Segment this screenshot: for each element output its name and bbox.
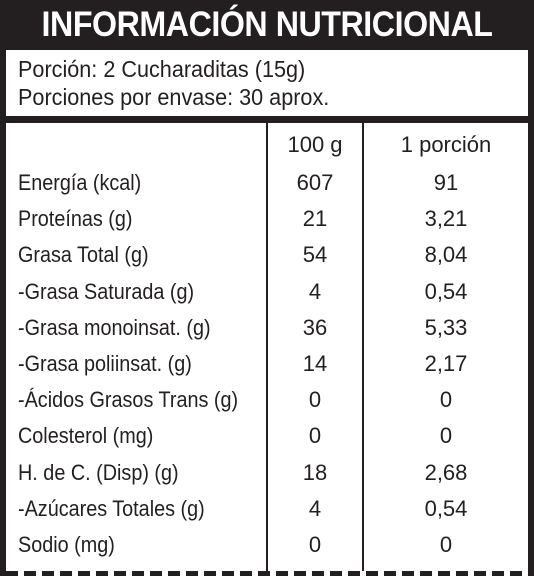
value-per-portion: 0 [439,532,453,557]
table-row: -Azúcares Totales (g) 4 0,54 [6,491,528,527]
column-divider [266,123,268,571]
label-title: INFORMACIÓN NUTRICIONAL [41,5,493,44]
value-per-100g: 21 [302,206,328,232]
value-per-100g: 4 [308,278,322,304]
nutrient-name: -Grasa Saturada (g) [18,278,195,304]
table-row: -Grasa monoinsat. (g) 36 5,33 [6,310,528,346]
value-per-100g: 0 [308,387,322,413]
value-per-100g: 4 [308,495,322,521]
value-per-100g: 0 [308,532,322,557]
serving-info: Porción: 2 Cucharaditas (15g) Porciones … [6,50,528,116]
table-row: Grasa Total (g) 54 8,04 [6,237,528,273]
nutrient-name: H. de C. (Disp) (g) [18,459,179,485]
value-per-portion: 3,21 [424,206,468,232]
table-row: -Grasa poliinsat. (g) 14 2,17 [6,346,528,382]
table-row: Energía (kcal) 607 91 [6,165,528,201]
value-per-100g: 54 [302,242,328,268]
header-per-portion: 1 porción [400,132,492,157]
table-row: H. de C. (Disp) (g) 18 2,68 [6,455,528,491]
value-per-100g: 36 [302,314,328,340]
serving-size: Porción: 2 Cucharaditas (15g) [18,56,306,82]
value-per-portion: 0 [439,387,453,413]
value-per-portion: 91 [433,170,459,195]
value-per-portion: 2,68 [424,459,468,485]
table-row: -Grasa Saturada (g) 4 0,54 [6,274,528,310]
nutrition-table: 100 g 1 porción Energía (kcal) 607 91 Prote… [6,123,528,571]
value-per-portion: 0,54 [424,278,468,304]
table-row: -Ácidos Grasos Trans (g) 0 0 [6,382,528,418]
table-row: Sodio (mg) 0 0 [6,527,528,563]
value-per-100g: 607 [296,170,334,195]
column-divider [362,123,364,571]
nutrient-name: -Grasa monoinsat. (g) [18,314,211,340]
table-row: Proteínas (g) 21 3,21 [6,201,528,237]
nutrient-name: -Grasa poliinsat. (g) [18,351,192,376]
header-per-100g: 100 g [287,132,343,157]
table-header-row: 100 g 1 porción [6,127,528,163]
nutrient-name: -Azúcares Totales (g) [18,495,205,521]
nutrient-name: Grasa Total (g) [18,242,149,268]
nutrient-name: Sodio (mg) [18,532,115,557]
value-per-100g: 0 [308,423,322,449]
bottom-border [6,571,528,576]
nutrient-name: Colesterol (mg) [18,423,154,449]
value-per-portion: 5,33 [424,314,468,340]
nutrient-name: -Ácidos Grasos Trans (g) [18,387,239,413]
table-row: Colesterol (mg) 0 0 [6,418,528,454]
value-per-portion: 2,17 [424,351,468,376]
value-per-portion: 0 [439,423,453,449]
nutrient-name: Energía (kcal) [18,170,142,195]
value-per-portion: 0,54 [424,495,468,521]
value-per-100g: 14 [302,351,328,376]
nutrient-name: Proteínas (g) [18,206,133,232]
servings-per-container: Porciones por envase: 30 aprox. [18,84,330,110]
value-per-portion: 8,04 [424,242,468,268]
value-per-100g: 18 [302,459,328,485]
